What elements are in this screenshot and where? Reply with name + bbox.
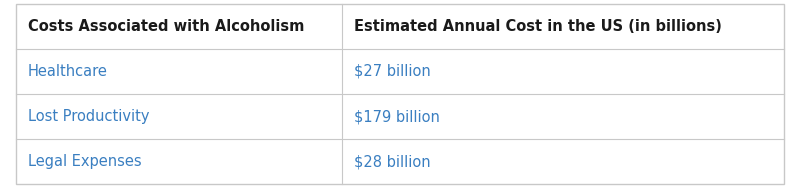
Text: Legal Expenses: Legal Expenses <box>28 154 142 169</box>
Text: $27 billion: $27 billion <box>354 64 431 79</box>
Text: Estimated Annual Cost in the US (in billions): Estimated Annual Cost in the US (in bill… <box>354 19 722 34</box>
Text: $179 billion: $179 billion <box>354 109 440 124</box>
Text: Lost Productivity: Lost Productivity <box>28 109 150 124</box>
Text: Costs Associated with Alcoholism: Costs Associated with Alcoholism <box>28 19 304 34</box>
Text: Healthcare: Healthcare <box>28 64 108 79</box>
Text: $28 billion: $28 billion <box>354 154 431 169</box>
